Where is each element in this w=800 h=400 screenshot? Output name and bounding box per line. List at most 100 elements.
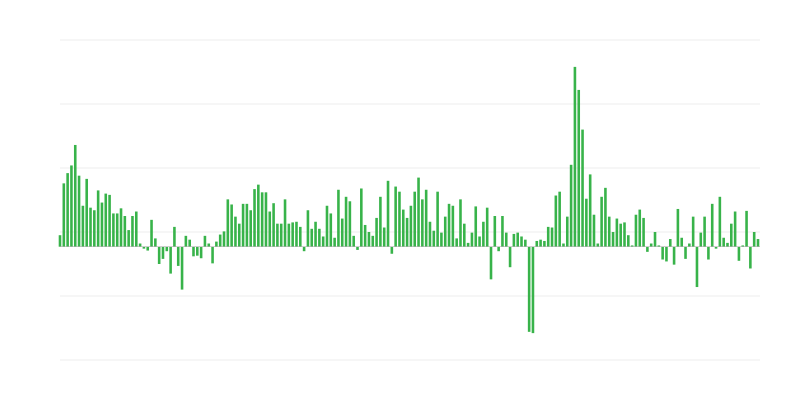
bar xyxy=(196,246,199,256)
bar xyxy=(287,223,291,247)
bar xyxy=(421,199,424,247)
bar xyxy=(260,192,264,247)
bar xyxy=(157,246,161,264)
bar xyxy=(577,89,581,247)
bar xyxy=(77,175,81,247)
bar xyxy=(356,246,359,250)
bar xyxy=(455,238,458,247)
bar xyxy=(257,184,260,247)
bar xyxy=(627,235,630,247)
bar xyxy=(73,144,77,247)
bar xyxy=(161,246,165,259)
bar xyxy=(688,243,691,247)
bar xyxy=(596,243,600,247)
bar xyxy=(241,203,245,247)
bar xyxy=(222,231,226,247)
bar xyxy=(218,234,222,247)
bar xyxy=(70,165,73,247)
bar xyxy=(367,232,371,247)
bar xyxy=(226,199,230,247)
bar xyxy=(230,204,233,247)
bar xyxy=(215,241,218,247)
bar xyxy=(96,190,100,247)
bar xyxy=(371,235,375,247)
bar xyxy=(554,195,558,247)
bar xyxy=(375,217,378,247)
bar xyxy=(535,240,539,247)
bar xyxy=(100,202,104,247)
bar xyxy=(730,223,733,247)
bar xyxy=(150,219,153,247)
bar xyxy=(653,232,657,247)
bar xyxy=(539,239,542,247)
bar xyxy=(695,246,699,288)
bar xyxy=(81,205,85,247)
bar xyxy=(604,187,607,247)
bar xyxy=(562,243,565,247)
bar xyxy=(123,216,127,247)
bar xyxy=(508,246,512,268)
bar xyxy=(569,164,573,247)
bar xyxy=(478,236,481,247)
bar xyxy=(394,186,397,247)
bar xyxy=(379,196,382,247)
bar xyxy=(176,246,180,266)
bar xyxy=(237,223,241,247)
bar xyxy=(398,191,401,247)
bar xyxy=(249,210,252,247)
bar xyxy=(661,246,664,260)
bar xyxy=(756,239,760,247)
bar xyxy=(680,237,684,247)
bar xyxy=(504,232,508,247)
bar xyxy=(573,66,577,247)
bar xyxy=(592,214,596,247)
bar xyxy=(634,214,638,247)
bar xyxy=(62,183,66,247)
bar xyxy=(211,246,214,264)
bar xyxy=(558,191,561,247)
bar xyxy=(413,191,417,247)
bar xyxy=(733,211,737,247)
bar xyxy=(173,226,176,247)
bar xyxy=(299,226,302,247)
bar xyxy=(527,246,531,332)
bar xyxy=(58,235,62,247)
bar xyxy=(207,243,211,247)
bar xyxy=(306,210,310,247)
bar xyxy=(89,207,92,247)
bar xyxy=(646,246,649,252)
bar xyxy=(581,129,584,247)
bar xyxy=(169,246,172,274)
bar xyxy=(85,178,88,247)
bar xyxy=(234,216,237,247)
bar xyxy=(401,209,405,247)
bar xyxy=(352,235,355,247)
bar xyxy=(630,245,634,247)
bar xyxy=(291,222,294,247)
bar xyxy=(146,246,150,251)
bar xyxy=(588,174,592,247)
bar xyxy=(440,232,443,247)
bar xyxy=(703,216,706,247)
bar xyxy=(649,243,653,247)
bar xyxy=(745,210,748,247)
bar xyxy=(348,201,352,247)
bar xyxy=(741,245,745,247)
bar xyxy=(386,180,390,247)
bar xyxy=(264,192,268,247)
bar xyxy=(463,223,466,247)
bar xyxy=(104,193,108,247)
bar xyxy=(192,246,195,257)
bar xyxy=(546,226,550,247)
bar xyxy=(722,237,725,247)
bar xyxy=(115,213,119,247)
bar xyxy=(516,232,519,247)
bar xyxy=(428,221,432,247)
bar xyxy=(684,246,687,259)
bar xyxy=(718,196,722,247)
bar xyxy=(543,240,546,247)
bar xyxy=(108,194,111,247)
bar xyxy=(329,213,333,247)
bar xyxy=(165,246,169,252)
bar xyxy=(619,223,622,247)
